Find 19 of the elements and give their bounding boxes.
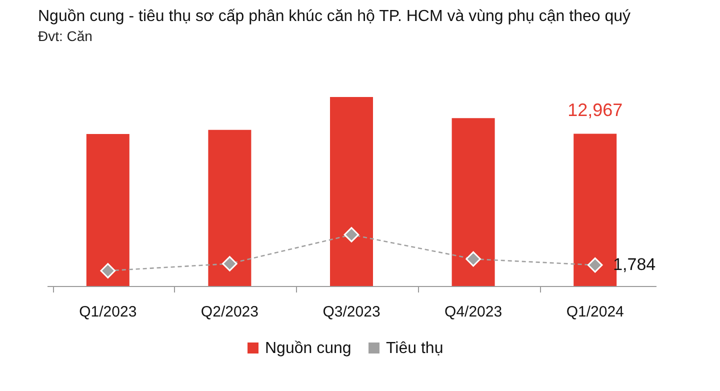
point [100,263,116,278]
bar [208,130,252,286]
chart-title: Nguồn cung - tiêu thụ sơ cấp phân khúc căn hộ TP. HCM và vùng phụ cận theo quý [38,8,630,25]
point [466,251,481,267]
x-tick-label: Q4/2023 [444,304,502,320]
x-tick-label: Q2/2023 [200,304,258,320]
x-tick-label: Q1/2024 [566,304,624,320]
point [222,256,238,272]
point [587,257,603,273]
legend-label: Nguồn cung [265,340,352,357]
bar [452,118,495,286]
chart-subtitle: Đvt: Căn [38,28,92,44]
bar [86,134,130,286]
data-label: 12,967 [568,100,623,120]
legend-label: Tiêu thụ [386,340,444,357]
bar [330,97,373,286]
x-tick-label: Q3/2023 [322,304,380,320]
x-tick-label: Q1/2023 [79,304,137,320]
point [344,227,360,242]
